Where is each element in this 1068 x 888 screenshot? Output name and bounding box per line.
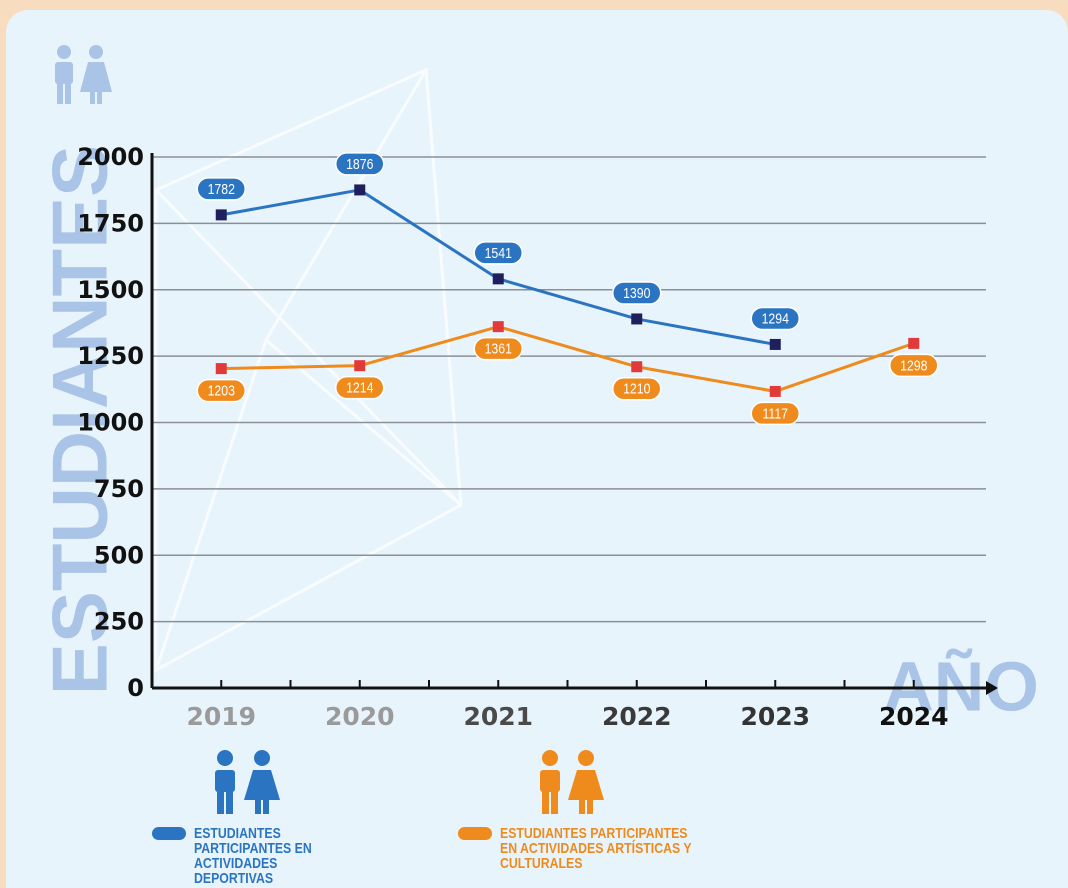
marker (354, 360, 366, 372)
marker (769, 338, 781, 350)
data-label-bg (473, 241, 523, 265)
data-label: 1361 (485, 340, 512, 356)
x-tick-label: 2019 (186, 702, 256, 731)
y-tick-label: 0 (127, 674, 144, 702)
data-label-bg (889, 353, 939, 378)
data-label-bg (612, 376, 662, 401)
x-tick-label: 2020 (325, 702, 395, 731)
data-label: 1117 (762, 405, 788, 421)
data-label-bg (335, 152, 385, 176)
x-axis-label: AÑO (883, 647, 1039, 725)
data-label: 1782 (208, 181, 235, 197)
data-label: 1294 (762, 310, 790, 326)
data-label-bg (473, 336, 523, 361)
legend-swatch (152, 827, 186, 840)
data-label-bg (612, 281, 662, 305)
y-tick-label: 1500 (77, 276, 144, 304)
legend-label: ESTUDIANTES PARTICIPANTES EN ACTIVIDADES… (500, 825, 692, 872)
data-label: 1390 (623, 285, 651, 301)
y-tick-label: 1750 (77, 209, 144, 237)
marker (769, 385, 781, 397)
marker (908, 337, 920, 349)
data-label: 1214 (346, 380, 374, 396)
y-axis-label: ESTUDIANTES (36, 145, 124, 695)
data-label: 1876 (346, 156, 374, 172)
x-tick-label: 2021 (463, 702, 533, 731)
decoration (154, 67, 463, 673)
marker (215, 363, 227, 375)
data-label-bg (196, 177, 246, 201)
marker (631, 361, 643, 373)
legend-label: ESTUDIANTES PARTICIPANTES EN ACTIVIDADES… (194, 825, 312, 887)
data-label: 1298 (900, 357, 928, 373)
marker (492, 273, 504, 285)
legend-swatch (458, 827, 492, 840)
data-label-bg (196, 378, 246, 403)
y-tick-label: 750 (94, 475, 144, 503)
marker (631, 313, 643, 325)
series-line (221, 325, 915, 393)
data-label-bg (335, 375, 385, 400)
x-tick-label: 2022 (602, 702, 672, 731)
panel: ESTUDIANTES AÑO 0 250 500 750 1000 1250 1500 17… (6, 10, 1068, 888)
marker (492, 321, 504, 333)
data-label: 1203 (208, 382, 236, 398)
y-tick-label: 500 (94, 541, 144, 569)
data-label-bg (750, 306, 800, 331)
y-tick-label: 250 (94, 608, 144, 636)
people-icon (55, 45, 112, 104)
x-tick-label: 2023 (740, 702, 810, 731)
x-tick-label: 2024 (879, 702, 949, 731)
people-icon (540, 750, 604, 814)
marker (354, 184, 366, 196)
data-label: 1210 (623, 381, 651, 397)
y-tick-label: 2000 (77, 143, 144, 171)
data-label-bg (750, 401, 800, 426)
x-axis-arrow (986, 681, 998, 695)
marker (215, 209, 227, 221)
people-icon (215, 750, 280, 814)
y-tick-label: 1250 (77, 342, 144, 370)
data-label: 1541 (485, 245, 512, 261)
y-tick-label: 1000 (77, 409, 144, 437)
chart: ESTUDIANTES AÑO 0 250 500 750 1000 1250 1500 17… (36, 45, 1039, 814)
